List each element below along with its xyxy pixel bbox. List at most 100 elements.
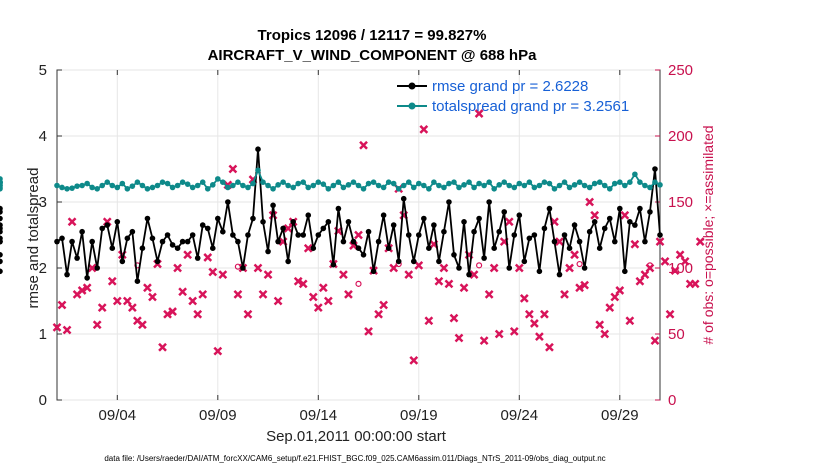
series-point-1: [124, 186, 131, 192]
series-point-1: [370, 179, 377, 185]
obs-assimilated-marker: [273, 296, 283, 306]
obs-x-stroke: [469, 270, 479, 279]
series-point-0: [481, 255, 487, 261]
obs-x-stroke: [318, 283, 328, 293]
obs-assimilated-marker: [293, 276, 303, 286]
series-point-0: [601, 225, 608, 232]
obs-assimilated-marker: [419, 125, 429, 134]
series-point-0: [225, 199, 231, 205]
obs-assimilated-marker: [323, 296, 333, 306]
obs-x-stroke: [650, 336, 660, 345]
series-point-0: [395, 258, 402, 265]
obs-assimilated-marker: [148, 292, 157, 302]
obs-x-stroke: [504, 217, 514, 227]
series-point-0: [566, 245, 573, 251]
series-point-0: [245, 232, 251, 238]
series-point-0: [436, 258, 442, 265]
obs-x-stroke: [308, 292, 318, 302]
obs-x-stroke: [183, 250, 193, 260]
series-point-0: [486, 199, 492, 205]
series-point-1: [74, 183, 80, 189]
obs-x-stroke: [595, 320, 605, 330]
obs-assimilated-marker: [655, 237, 665, 246]
series-point-1: [225, 184, 231, 191]
series-point-1: [250, 180, 256, 187]
obs-x-stroke: [268, 210, 278, 220]
series-point-0: [350, 238, 357, 245]
series-point-0: [496, 228, 503, 235]
series-point-1: [345, 182, 352, 188]
series-point-0: [305, 212, 312, 218]
series-point-1: [416, 180, 422, 187]
series-point-1: [325, 186, 332, 192]
obs-x-stroke: [323, 296, 333, 306]
x-tick-label: 09/09: [199, 407, 237, 424]
obs-assimilated-marker: [434, 276, 444, 286]
y-tick-label: 2: [39, 260, 47, 277]
obs-assimilated-marker: [615, 286, 625, 295]
series-point-1: [265, 182, 271, 189]
series-point-1: [526, 179, 533, 185]
series-point-0: [627, 219, 633, 225]
obs-x-stroke: [670, 266, 680, 276]
series-point-1: [139, 182, 146, 189]
series-point-1: [240, 182, 246, 189]
obs-x-stroke: [489, 263, 499, 273]
obs-assimilated-marker: [339, 270, 348, 279]
obs-x-stroke: [133, 316, 142, 326]
obs-x-stroke: [374, 309, 383, 319]
obs-assimilated-marker: [570, 250, 579, 260]
plot-area: 09/04 09/09 09/14 09/19 09/24 09/29 0 1 2 3 4 5 0 5…: [0, 62, 705, 424]
series-point-0: [426, 245, 432, 251]
series-point-1: [531, 184, 538, 191]
series-point-0: [431, 222, 437, 228]
series-point-1: [390, 180, 397, 187]
series-point-0: [526, 235, 533, 242]
series-point-1: [194, 182, 201, 189]
series-point-0: [446, 199, 452, 205]
obs-assimilated-marker: [354, 230, 363, 240]
obs-assimilated-marker: [665, 309, 675, 319]
series-point-0: [179, 238, 186, 245]
obs-assimilated-marker: [253, 263, 263, 273]
obs-assimilated-marker: [57, 300, 67, 310]
series-point-0: [119, 258, 126, 265]
chart-title: Tropics 12096 / 12117 = 99.827%: [258, 27, 487, 44]
obs-assimilated-marker: [67, 217, 77, 227]
series-point-0: [491, 245, 497, 251]
obs-assimilated-marker: [263, 270, 273, 279]
series-point-0: [421, 215, 427, 222]
obs-possible-marker: [234, 263, 241, 270]
legend-marker: [408, 102, 416, 110]
series-point-0: [0, 228, 3, 235]
obs-x-stroke: [82, 283, 92, 293]
obs-x-stroke: [545, 342, 554, 352]
obs-x-stroke: [293, 276, 303, 286]
obs-assimilated-marker: [127, 303, 137, 312]
series-point-1: [280, 179, 286, 185]
series-point-1: [647, 184, 653, 191]
obs-x-stroke: [449, 313, 459, 323]
obs-assimilated-marker: [77, 286, 87, 295]
obs-assimilated-marker: [540, 309, 549, 319]
series-point-1: [114, 184, 121, 191]
series-point-0: [64, 271, 70, 278]
obs-x-stroke: [188, 296, 198, 306]
obs-x-stroke: [77, 286, 87, 295]
obs-assimilated-marker: [529, 319, 539, 328]
obs-assimilated-marker: [183, 250, 193, 260]
series-point-0: [0, 268, 3, 275]
series-point-1: [536, 182, 543, 189]
y-right-tick-label: 250: [668, 62, 693, 79]
series-point-1: [486, 179, 492, 185]
obs-x-stroke: [163, 309, 172, 319]
series-point-0: [586, 228, 593, 235]
obs-assimilated-marker: [163, 309, 172, 319]
series-point-1: [617, 179, 623, 185]
series-point-1: [305, 184, 312, 191]
obs-x-stroke: [258, 290, 268, 299]
obs-x-stroke: [600, 329, 610, 339]
obs-x-stroke: [444, 279, 454, 289]
series-point-0: [531, 232, 538, 238]
series-point-0: [159, 238, 166, 245]
